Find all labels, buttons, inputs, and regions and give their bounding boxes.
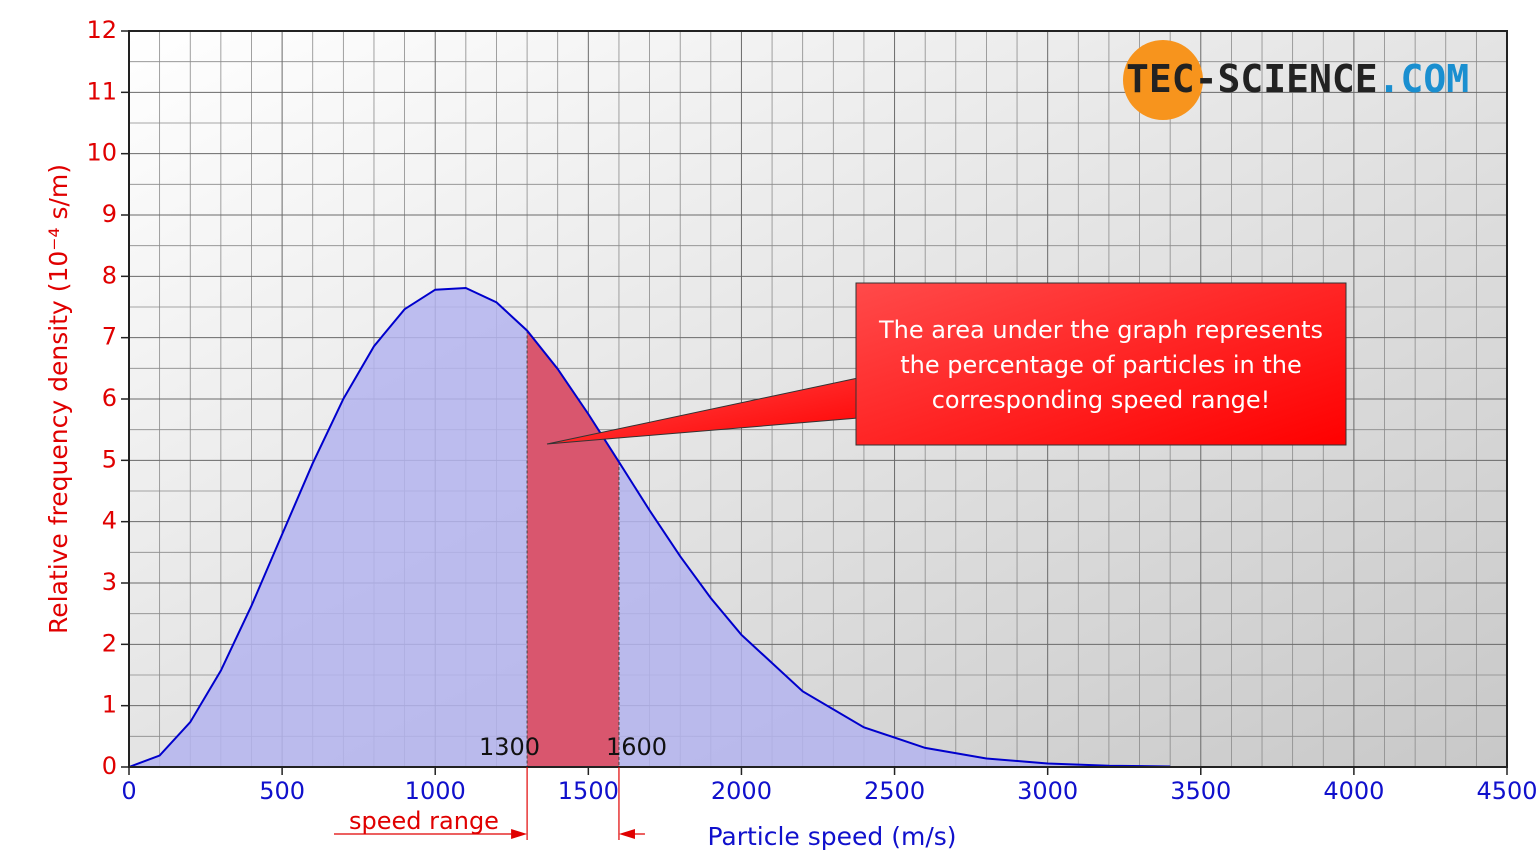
y-tick-label: 1 <box>102 691 117 719</box>
y-tick-label: 12 <box>86 16 117 44</box>
y-tick-label: 3 <box>102 568 117 596</box>
x-tick-label: 1500 <box>558 777 619 805</box>
callout-text: The area under the graph represents <box>878 316 1323 344</box>
logo-suffix: .COM <box>1378 57 1470 101</box>
x-tick-label: 3500 <box>1170 777 1231 805</box>
callout-box <box>855 282 1347 446</box>
x-axis-label: Particle speed (m/s) <box>707 822 956 851</box>
y-tick-label: 0 <box>102 752 117 780</box>
x-tick-label: 4000 <box>1323 777 1384 805</box>
y-tick-label: 5 <box>102 445 117 473</box>
y-tick-label: 2 <box>102 629 117 657</box>
plot <box>128 286 1171 768</box>
y-tick-label: 9 <box>102 200 117 228</box>
x-tick-label: 2500 <box>864 777 925 805</box>
y-tick-label: 8 <box>102 261 117 289</box>
y-tick-label: 6 <box>102 384 117 412</box>
range-start-label: 1300 <box>479 733 540 761</box>
y-tick-label: 11 <box>86 77 117 105</box>
logo: TEC-SCIENCE.COM <box>1126 57 1469 101</box>
arrow-head <box>511 829 528 839</box>
area-fill <box>129 288 1171 767</box>
x-tick-label: 2000 <box>711 777 772 805</box>
x-tick-label: 500 <box>259 777 305 805</box>
y-tick-label: 7 <box>102 323 117 351</box>
overlay: 1300 1600 speed range The area under the gr… <box>334 282 1347 840</box>
x-tick-label: 0 <box>121 777 136 805</box>
callout-text: corresponding speed range! <box>932 386 1271 414</box>
y-tick-label: 10 <box>86 139 117 167</box>
curve <box>128 286 1171 768</box>
logo-circle <box>1123 40 1203 120</box>
range-end-label: 1600 <box>606 733 667 761</box>
x-tick-label: 1000 <box>405 777 466 805</box>
y-tick-label: 4 <box>102 507 117 535</box>
arrow-head <box>618 829 635 839</box>
range-label: speed range <box>349 807 499 835</box>
x-tick-label: 3000 <box>1017 777 1078 805</box>
x-tick-label: 4500 <box>1476 777 1536 805</box>
logo-main: TEC-SCIENCE <box>1126 57 1378 101</box>
y-axis-label: Relative frequency density (10⁻⁴ s/m) <box>44 164 73 634</box>
callout-text: the percentage of particles in the <box>900 351 1302 379</box>
